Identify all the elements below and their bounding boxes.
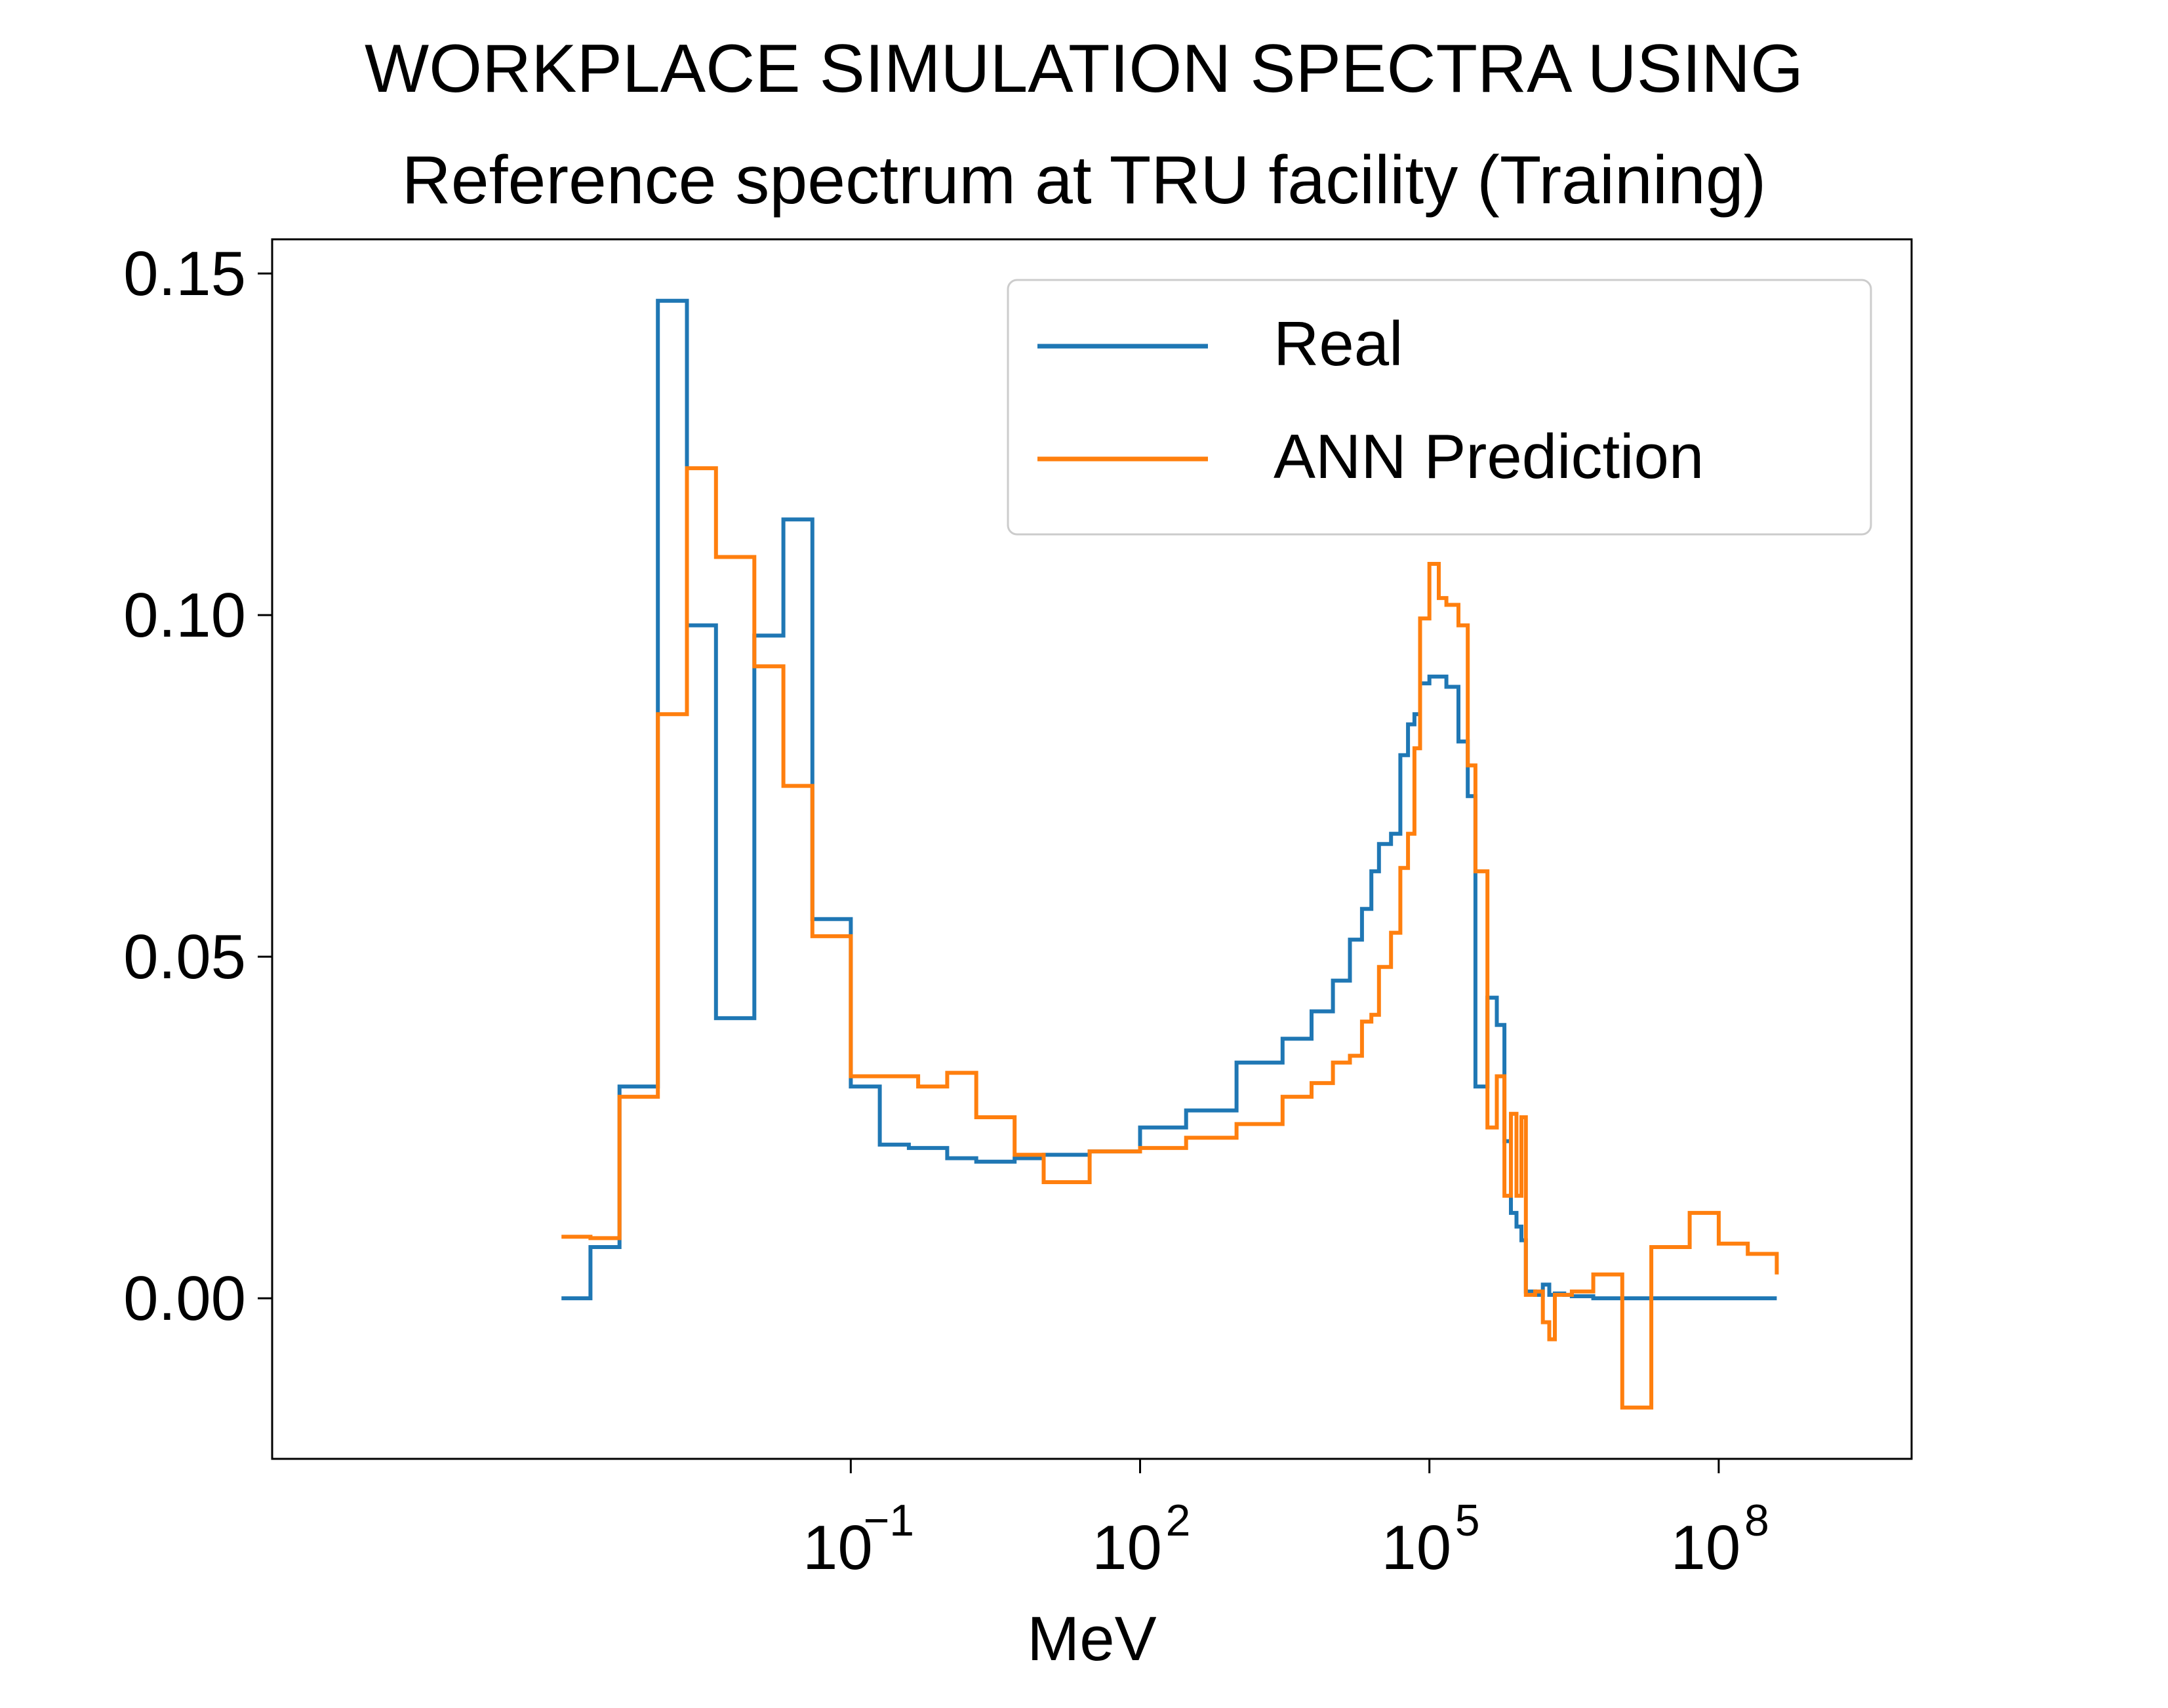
x-tick-label: 10	[1670, 1513, 1740, 1583]
x-tick-label: 10	[1381, 1513, 1451, 1583]
legend-box	[1007, 279, 1872, 536]
y-tick-label: 0.00	[123, 1263, 246, 1334]
y-tick-label: 0.10	[123, 580, 246, 650]
chart-title: WORKPLACE SIMULATION SPECTRA USING	[365, 31, 1803, 107]
chart-subtitle: Reference spectrum at TRU facility (Trai…	[402, 142, 1767, 218]
series-line-ann-prediction	[561, 466, 1779, 1410]
y-tick-label: 0.15	[123, 239, 246, 309]
x-tick-exponent: 2	[1166, 1496, 1191, 1545]
plot-lines	[561, 298, 1779, 1410]
x-tick-exponent: 5	[1455, 1496, 1480, 1545]
x-axis-label: MeV	[1027, 1604, 1156, 1674]
legend-label-ann-prediction: ANN Prediction	[1274, 422, 1704, 492]
plot-frame	[271, 238, 1913, 1460]
legend: Real ANN Prediction	[1007, 279, 1872, 536]
y-tick-label: 0.05	[123, 922, 246, 992]
x-tick-label: 10	[1092, 1513, 1162, 1583]
x-axis: 10−1 10 2 10 5 10 8	[803, 1459, 1769, 1583]
legend-label-real: Real	[1274, 309, 1403, 379]
x-tick-exponent: −1	[864, 1496, 915, 1545]
y-axis: 0.00 0.05 0.10 0.15	[123, 239, 272, 1334]
x-tick-label: 10	[803, 1513, 873, 1583]
x-tick-exponent: 8	[1744, 1496, 1769, 1545]
